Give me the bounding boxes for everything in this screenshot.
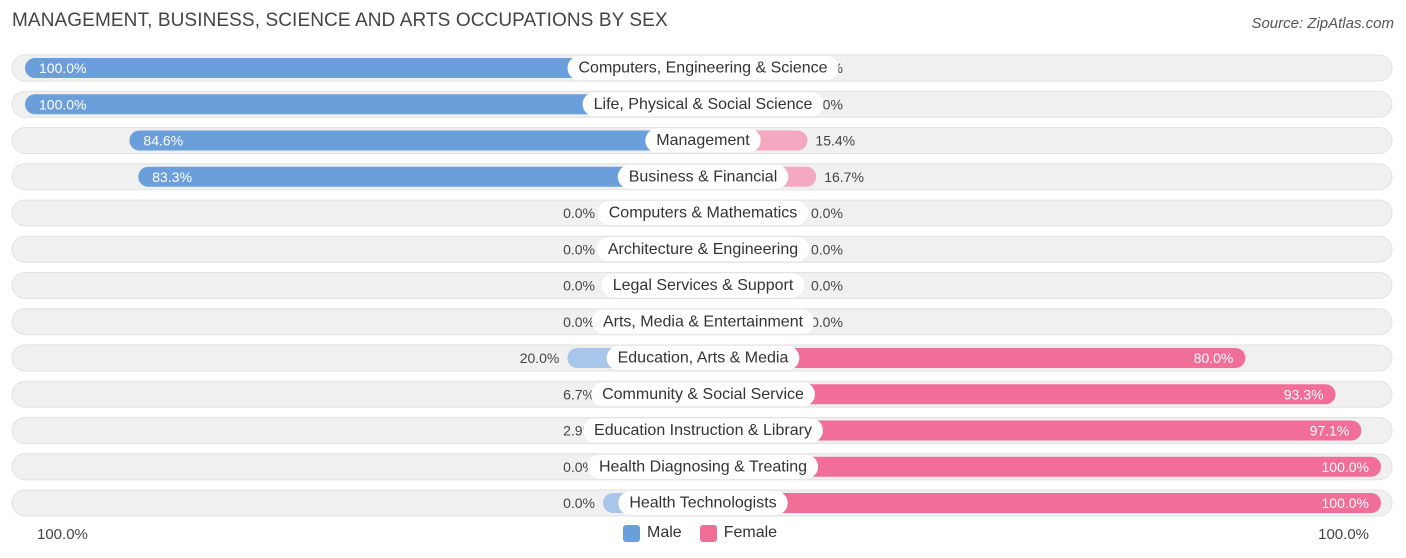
legend-label-female: Female: [723, 524, 778, 541]
category-label: Health Diagnosing & Treating: [599, 458, 807, 475]
category-pill: [596, 237, 810, 262]
female-value-label: 15.4%: [815, 133, 855, 149]
female-value-label: 0.0%: [811, 278, 843, 294]
female-bar: [703, 348, 1246, 368]
male-value-label: 0.0%: [563, 314, 595, 330]
axis-left-label: 100.0%: [37, 526, 88, 543]
female-bar: [703, 456, 1381, 477]
category-pill: [645, 128, 761, 153]
category-pill: [606, 346, 800, 370]
category-label: Community & Social Service: [602, 386, 804, 403]
male-bar: [25, 58, 703, 78]
male-value-label: 0.0%: [563, 459, 595, 475]
legend-swatch-female: [699, 524, 717, 542]
category-pill: [583, 418, 823, 443]
category-pill: [597, 201, 809, 225]
category-pill: [591, 309, 815, 334]
female-bar: [703, 384, 1336, 405]
diverging-bar-chart: 100.0% 0.0% Computers, Engineering & Scien…: [11, 54, 1393, 517]
category-pill: [618, 491, 788, 515]
female-value-label: 97.1%: [1310, 423, 1350, 439]
female-value-label: 100.0%: [1322, 495, 1369, 511]
chart-title: MANAGEMENT, BUSINESS, SCIENCE AND ARTS O…: [12, 10, 668, 31]
female-value-label: 100.0%: [1322, 459, 1369, 475]
legend-swatch-male: [623, 524, 640, 542]
male-value-label: 0.0%: [563, 278, 595, 294]
female-value-label: 0.0%: [811, 241, 843, 257]
category-label: Health Technologists: [629, 495, 776, 512]
category-label: Life, Physical & Social Science: [594, 96, 813, 113]
male-value-label: 0.0%: [563, 241, 595, 257]
male-value-label: 0.0%: [563, 495, 595, 511]
category-pill: [567, 56, 839, 80]
category-pill: [617, 164, 789, 189]
category-label: Legal Services & Support: [613, 277, 794, 294]
category-pill: [601, 273, 805, 298]
male-value-label: 100.0%: [39, 96, 86, 112]
category-label: Management: [656, 132, 750, 149]
female-value-label: 0.0%: [811, 205, 843, 221]
category-label: Computers, Engineering & Science: [578, 60, 827, 77]
male-bar: [25, 94, 703, 115]
male-value-label: 20.0%: [520, 350, 560, 366]
male-bar: [129, 130, 704, 151]
male-value-label: 84.6%: [143, 133, 183, 149]
source-note: Source: ZipAtlas.com: [1251, 15, 1394, 32]
male-value-label: 83.3%: [152, 169, 192, 185]
legend-item-male: Male: [623, 524, 682, 542]
legend-label-male: Male: [647, 524, 682, 541]
category-pill: [582, 92, 824, 117]
category-label: Education, Arts & Media: [618, 350, 789, 367]
category-label: Computers & Mathematics: [609, 205, 798, 222]
male-value-label: 0.0%: [563, 205, 595, 221]
female-value-label: 80.0%: [1194, 350, 1234, 366]
female-value-label: 0.0%: [811, 314, 843, 330]
female-bar: [703, 493, 1381, 513]
female-value-label: 93.3%: [1284, 386, 1324, 402]
female-bar: [703, 420, 1362, 441]
category-label: Business & Financial: [629, 168, 778, 185]
category-pill: [587, 454, 819, 479]
male-value-label: 100.0%: [39, 60, 86, 76]
legend: Male Female: [623, 524, 777, 542]
female-value-label: 16.7%: [824, 169, 864, 185]
male-bar: [138, 166, 703, 187]
category-label: Education Instruction & Library: [594, 422, 812, 439]
category-pill: [591, 382, 815, 407]
axis-right-label: 100.0%: [1318, 526, 1369, 543]
male-value-label: 6.7%: [563, 386, 595, 402]
category-label: Arts, Media & Entertainment: [603, 313, 804, 330]
legend-item-female: Female: [699, 524, 778, 542]
category-label: Architecture & Engineering: [608, 241, 798, 258]
